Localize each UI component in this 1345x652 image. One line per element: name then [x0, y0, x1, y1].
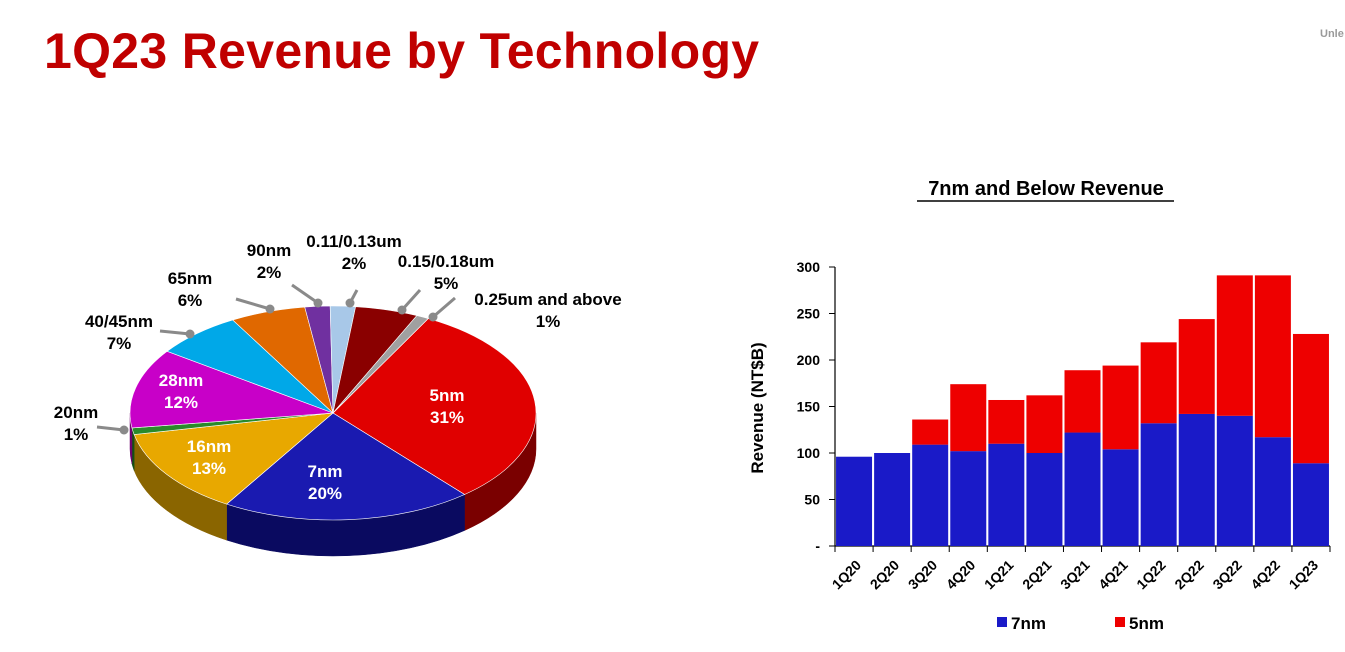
x-tick-label-1Q23: 1Q23: [1286, 557, 1322, 593]
bar-7nm-2Q21: [1026, 453, 1063, 546]
x-tick-label-3Q21: 3Q21: [1057, 557, 1093, 593]
bar-5nm-2Q21: [1026, 395, 1063, 453]
pie-label-0-25um-and-above: 0.25um and above: [474, 290, 621, 309]
pie-label-0-15-0-18um: 0.15/0.18um: [398, 252, 494, 271]
legend-swatch-7nm: [997, 617, 1007, 627]
pie-value-28nm: 12%: [164, 393, 198, 412]
pie-label-90nm: 90nm: [247, 241, 291, 260]
pie-value-20nm: 1%: [64, 425, 89, 444]
pie-value-0-15-0-18um: 5%: [434, 274, 459, 293]
bar-7nm-2Q20: [874, 453, 911, 546]
leader-dot-0-11-0-13um: [345, 298, 355, 308]
bar-7nm-1Q21: [988, 443, 1025, 546]
x-tick-label-4Q22: 4Q22: [1247, 557, 1283, 593]
leader-dot-65nm: [265, 304, 275, 314]
bar-7nm-2Q22: [1178, 413, 1215, 546]
pie-slice-28nm: [129, 350, 334, 429]
pie-slice-0-25um-and-above: [332, 315, 429, 414]
x-tick-label-4Q20: 4Q20: [943, 557, 979, 593]
y-tick-label: 50: [804, 492, 820, 508]
pie-slice-16nm: [133, 412, 334, 505]
bar-7nm-4Q22: [1254, 437, 1291, 546]
bar-5nm-4Q20: [950, 384, 987, 452]
pie-value-0-25um-and-above: 1%: [536, 312, 561, 331]
pie-slice-7nm: [226, 412, 466, 521]
pie-value-40-45nm: 7%: [107, 334, 132, 353]
leader-dot-0-15-0-18um: [397, 305, 407, 315]
leader-line-65nm: [235, 297, 271, 311]
pie-label-0-11-0-13um: 0.11/0.13um: [306, 232, 401, 251]
x-tick-label-3Q20: 3Q20: [905, 557, 941, 593]
x-tick-label-1Q22: 1Q22: [1133, 557, 1169, 593]
pie-slice-5nm: [332, 318, 537, 495]
pie-value-90nm: 2%: [257, 263, 282, 282]
pie-label-40-45nm: 40/45nm: [85, 312, 153, 331]
pie-label-16nm: 16nm: [187, 437, 231, 456]
x-tick-label-2Q22: 2Q22: [1171, 557, 1207, 593]
bar-5nm-1Q21: [988, 399, 1025, 444]
pie-labels: 5nm 31% 7nm 20% 16nm 13% 20nm 1% 28nm 12% 40/45nm 7…: [54, 232, 622, 503]
bar-7nm-3Q21: [1064, 432, 1101, 546]
pie-slices: [129, 305, 537, 521]
x-tick-label-4Q21: 4Q21: [1095, 557, 1131, 593]
leader-dot-90nm: [313, 298, 323, 308]
pie-value-0-11-0-13um: 2%: [342, 254, 367, 273]
x-tick-label-3Q22: 3Q22: [1209, 557, 1245, 593]
legend-label-5nm: 5nm: [1129, 614, 1164, 633]
bar-5nm-2Q22: [1178, 319, 1215, 414]
bar-5nm-3Q20: [912, 419, 949, 445]
bar-5nm-1Q22: [1140, 342, 1177, 424]
pie-value-16nm: 13%: [192, 459, 226, 478]
legend-label-7nm: 7nm: [1011, 614, 1046, 633]
bar-5nm-4Q21: [1102, 365, 1139, 450]
leader-line-0-25um-and-above: [432, 296, 456, 319]
bar-7nm-1Q23: [1292, 463, 1329, 546]
pie-value-7nm: 20%: [308, 484, 342, 503]
leader-line-20nm: [96, 425, 125, 432]
y-tick-label: 200: [797, 352, 821, 368]
y-tick-label: 150: [797, 399, 821, 415]
bar-5nm-3Q22: [1216, 275, 1253, 416]
y-tick-label: 300: [797, 259, 821, 275]
pie-label-20nm: 20nm: [54, 403, 98, 422]
pie-label-65nm: 65nm: [168, 269, 212, 288]
bar-7nm-1Q22: [1140, 423, 1177, 546]
x-tick-label-2Q21: 2Q21: [1019, 557, 1055, 593]
bar-7nm-4Q20: [950, 451, 987, 546]
pie-value-65nm: 6%: [178, 291, 203, 310]
y-tick-label: -: [815, 538, 820, 554]
bar-7nm-3Q22: [1216, 415, 1253, 546]
y-tick-label: 250: [797, 306, 821, 322]
bar-chart-title: 7nm and Below Revenue: [928, 178, 1164, 200]
y-axis-label: Revenue (NT$B): [748, 342, 767, 473]
pie-label-28nm: 28nm: [159, 371, 203, 390]
bar-5nm-4Q22: [1254, 275, 1291, 438]
x-tick-label-1Q21: 1Q21: [981, 557, 1017, 593]
pie-chart: 5nm 31% 7nm 20% 16nm 13% 20nm 1% 28nm 12% 40/45nm 7…: [54, 232, 622, 557]
bar-7nm-1Q20: [836, 456, 873, 546]
leader-dot-0-25um-and-above: [428, 312, 438, 322]
leader-line-40-45nm: [159, 329, 191, 336]
x-tick-label-2Q20: 2Q20: [867, 557, 903, 593]
bar-7nm-3Q20: [912, 444, 949, 546]
bar-7nm-4Q21: [1102, 449, 1139, 546]
y-tick-label: 100: [797, 445, 821, 461]
pie-label-7nm: 7nm: [308, 462, 343, 481]
bar-5nm-3Q21: [1064, 370, 1101, 433]
pie-value-5nm: 31%: [430, 408, 464, 427]
leader-line-90nm: [291, 283, 319, 305]
slide-title: 1Q23 Revenue by Technology: [44, 23, 760, 79]
bar-5nm-1Q23: [1292, 333, 1329, 464]
x-tick-label-1Q20: 1Q20: [829, 557, 865, 593]
leader-dot-40-45nm: [185, 329, 195, 339]
leader-dot-20nm: [119, 425, 129, 435]
corner-note: Unle: [1320, 28, 1344, 40]
pie-label-5nm: 5nm: [430, 386, 465, 405]
legend-swatch-5nm: [1115, 617, 1125, 627]
